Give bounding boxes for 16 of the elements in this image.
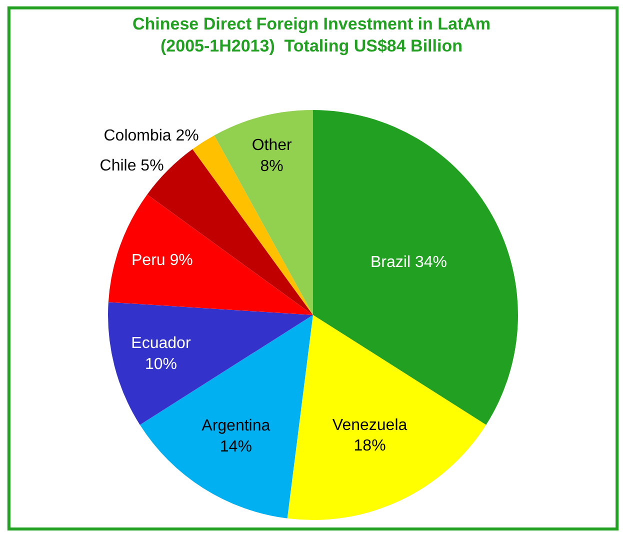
data-label: 14% — [220, 438, 252, 456]
pie-slice — [214, 110, 313, 315]
data-label: 10% — [144, 356, 177, 373]
slice-label: Brazil 34% — [370, 254, 447, 271]
data-label: 8% — [260, 158, 284, 175]
pie-slice — [287, 315, 486, 520]
slice-label: Ecuador — [131, 335, 192, 352]
chart-title: Chinese Direct Foreign Investment in LatAm (2005-1H2013) Totaling US$84 Billion — [132, 14, 491, 56]
slice-label: Chile 5% — [100, 157, 164, 174]
slice-label: Other — [252, 137, 293, 154]
slice-label: Peru 9% — [132, 252, 193, 270]
data-label: 18% — [354, 438, 386, 455]
slice-label: Colombia 2% — [104, 127, 199, 144]
slice-label: Argentina — [202, 418, 270, 434]
slice-label: Venezuela — [332, 416, 408, 434]
pie-slice — [108, 194, 313, 315]
